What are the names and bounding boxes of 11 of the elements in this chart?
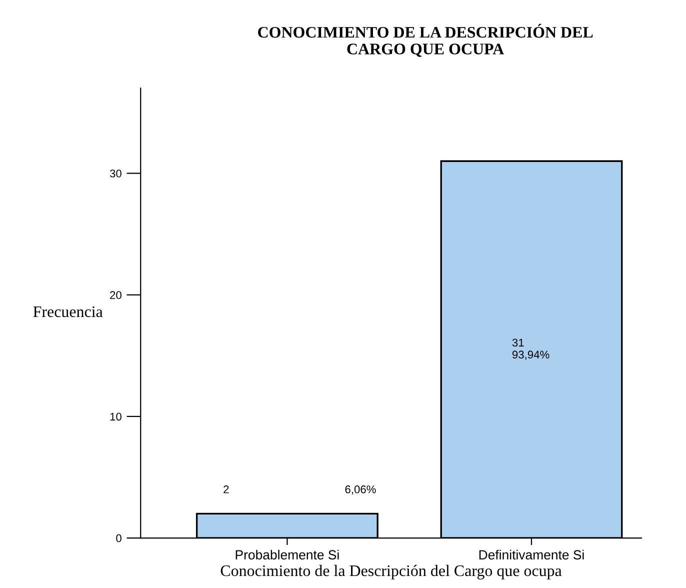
x-tick-label: Definitivamente Si xyxy=(479,550,584,560)
text: 2 6,06% xyxy=(224,485,376,495)
y-tick-label: 0 xyxy=(116,534,122,542)
x-tick-label: Probablemente Si xyxy=(236,550,339,560)
x-axis-title: Conocimiento de la Descripción del Cargo que ocupa xyxy=(220,564,562,580)
y-tick-label: 10 xyxy=(110,412,122,421)
y-tick-label: 20 xyxy=(110,291,122,300)
chart-title: CONOCIMIENTO DE LA DESCRIPCIÓN DEL CARGO QUE OCUPA xyxy=(258,24,593,57)
y-axis-title: Frecuencia xyxy=(33,306,103,318)
y-tick-label: 30 xyxy=(110,170,122,178)
data-label: 31 93,94% xyxy=(512,338,550,360)
